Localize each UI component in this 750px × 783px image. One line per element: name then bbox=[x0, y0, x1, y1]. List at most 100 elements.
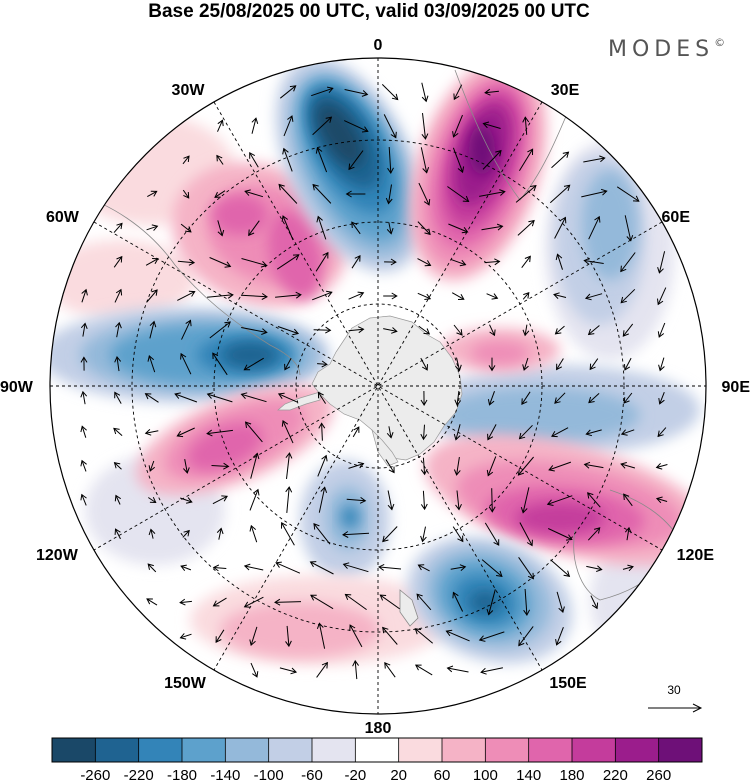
wind-arrow-head bbox=[180, 564, 187, 572]
wind-arrow-head bbox=[657, 298, 664, 306]
wind-arrow bbox=[115, 495, 121, 505]
wind-arrow bbox=[114, 392, 122, 404]
wind-arrow-head bbox=[459, 259, 467, 267]
anomaly-patch bbox=[515, 502, 605, 534]
wind-arrow-head bbox=[285, 640, 292, 648]
wind-arrow-head bbox=[353, 426, 360, 433]
wind-arrow bbox=[286, 453, 290, 479]
reference-vector-label: 30 bbox=[667, 683, 681, 697]
wind-arrow-head bbox=[292, 254, 300, 261]
wind-arrow bbox=[182, 530, 190, 538]
wind-arrow-head bbox=[216, 154, 223, 162]
colorbar-tick-label: 20 bbox=[390, 767, 407, 783]
wind-arrow bbox=[250, 662, 258, 678]
wind-arrow bbox=[312, 291, 332, 301]
wind-arrow-head bbox=[565, 534, 573, 541]
wind-arrow-head bbox=[357, 326, 365, 334]
wind-arrow bbox=[383, 328, 397, 332]
wind-arrow bbox=[453, 324, 463, 336]
wind-arrow bbox=[213, 597, 227, 607]
wind-arrow bbox=[620, 252, 636, 272]
wind-arrow bbox=[446, 630, 470, 642]
wind-arrow bbox=[81, 494, 87, 506]
wind-arrow-head bbox=[583, 461, 591, 469]
wind-arrow bbox=[145, 430, 159, 434]
wind-arrow-head bbox=[420, 503, 428, 511]
lon-label-90e: 90E bbox=[722, 379, 750, 396]
wind-arrow bbox=[251, 118, 257, 134]
wind-arrow-head bbox=[386, 227, 394, 235]
wind-arrow bbox=[116, 322, 120, 338]
ross-ice-shelf bbox=[371, 428, 399, 467]
wind-arrow bbox=[82, 323, 86, 337]
wind-arrow-head bbox=[345, 190, 352, 198]
wind-arrow bbox=[452, 592, 464, 612]
colorbar-tick-label: -220 bbox=[124, 767, 154, 783]
wind-arrow-head bbox=[150, 190, 158, 197]
wind-arrow bbox=[584, 463, 604, 469]
wind-arrow-head bbox=[321, 661, 328, 669]
wind-arrow-head bbox=[146, 598, 153, 605]
wind-arrow-head bbox=[316, 622, 324, 629]
wind-arrow bbox=[250, 626, 258, 646]
wind-arrow bbox=[590, 595, 598, 609]
lon-label-30e: 30E bbox=[551, 82, 580, 99]
wind-arrow bbox=[146, 225, 158, 231]
colorbar-swatch bbox=[95, 738, 139, 762]
wind-arrow-head bbox=[275, 561, 282, 568]
wind-arrow bbox=[555, 325, 565, 335]
wind-arrow-head bbox=[414, 628, 422, 635]
wind-arrow bbox=[584, 260, 604, 264]
wind-arrow bbox=[623, 392, 633, 404]
wind-arrow bbox=[181, 320, 191, 340]
wind-arrow-head bbox=[261, 328, 268, 335]
wind-arrow-head bbox=[422, 167, 430, 174]
wind-arrow-head bbox=[251, 117, 259, 124]
wind-arrow-head bbox=[624, 364, 631, 371]
wind-arrow-head bbox=[620, 296, 627, 304]
wind-arrow bbox=[626, 527, 630, 541]
wind-arrow-head bbox=[584, 293, 592, 301]
wind-arrow-head bbox=[461, 227, 469, 234]
wind-arrow-head bbox=[282, 147, 289, 155]
wind-vector-field bbox=[80, 82, 668, 680]
wind-arrow-head bbox=[554, 328, 562, 335]
wind-arrow bbox=[524, 117, 528, 135]
wind-arrow-head bbox=[390, 258, 397, 266]
lon-label-120e: 120E bbox=[677, 547, 715, 564]
wind-arrow bbox=[241, 327, 267, 333]
wind-arrow-head bbox=[563, 184, 571, 192]
wind-arrow-head bbox=[281, 521, 287, 529]
colorbar-tick-label: 140 bbox=[516, 767, 541, 783]
wind-arrow bbox=[354, 660, 358, 680]
wind-arrow-head bbox=[495, 149, 502, 157]
wind-arrow-head bbox=[115, 321, 122, 329]
wind-arrow bbox=[588, 325, 600, 335]
meridian-line bbox=[213, 101, 543, 671]
wind-arrow bbox=[313, 329, 331, 331]
wind-arrow bbox=[348, 292, 364, 300]
wind-arrow bbox=[180, 600, 192, 604]
wind-arrow-head bbox=[518, 432, 526, 440]
reference-arrow-head bbox=[692, 703, 703, 713]
wind-arrow bbox=[422, 490, 426, 510]
wind-arrow bbox=[658, 322, 666, 338]
wind-arrow-head bbox=[149, 496, 157, 504]
wind-arrow-head bbox=[212, 600, 220, 607]
wind-arrow bbox=[387, 490, 393, 510]
wind-arrow-head bbox=[321, 454, 328, 462]
wind-arrow bbox=[113, 256, 123, 268]
wind-arrow-head bbox=[487, 433, 494, 441]
wind-arrow bbox=[343, 120, 369, 132]
lon-label-60e: 60E bbox=[662, 209, 691, 226]
wind-arrow bbox=[418, 182, 430, 206]
colorbar-tick-label: 60 bbox=[434, 767, 451, 783]
wind-arrow bbox=[589, 358, 599, 370]
wind-arrow-head bbox=[499, 189, 506, 196]
wind-arrow-head bbox=[349, 624, 356, 631]
wind-arrow-head bbox=[351, 221, 358, 229]
wind-arrow-head bbox=[658, 398, 665, 405]
wind-arrow bbox=[147, 563, 157, 573]
colorbar-swatch bbox=[398, 738, 443, 762]
wind-arrow-head bbox=[148, 528, 156, 536]
